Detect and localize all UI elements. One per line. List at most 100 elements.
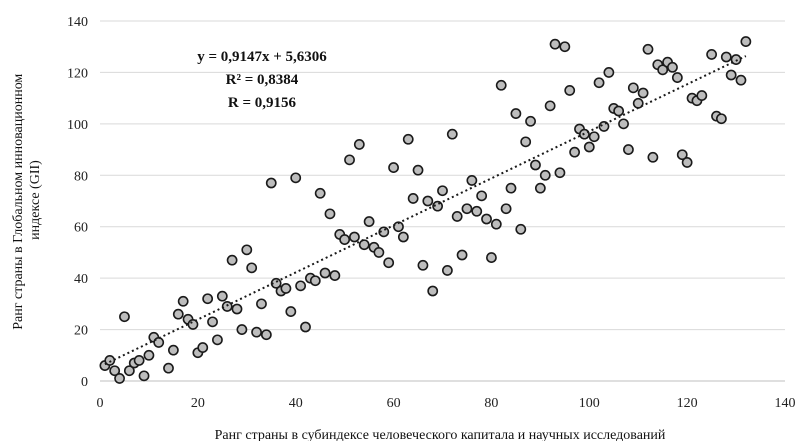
- data-point: [231, 303, 243, 315]
- data-point: [437, 185, 448, 197]
- x-tick-labels: 0 20 40 60 80 100 120 140: [97, 396, 796, 411]
- data-point: [446, 128, 458, 140]
- data-point: [172, 308, 184, 320]
- data-point: [583, 141, 595, 153]
- data-point: [466, 175, 478, 186]
- data-point: [280, 283, 292, 294]
- data-point: [373, 247, 385, 258]
- data-point: [730, 54, 742, 65]
- r-label: R = 0,9156: [228, 95, 297, 111]
- data-point: [623, 144, 634, 155]
- data-point: [236, 324, 248, 335]
- data-point: [295, 280, 307, 292]
- data-point: [667, 61, 678, 73]
- y-axis-label-line1: Ранг страны в Глобальном инновационном и…: [11, 70, 43, 330]
- data-point: [559, 41, 571, 53]
- data-point: [363, 216, 375, 227]
- data-point: [202, 293, 214, 305]
- data-point: [349, 231, 360, 243]
- data-point: [324, 208, 336, 220]
- data-point: [441, 265, 453, 276]
- data-point: [618, 118, 629, 130]
- data-point: [720, 51, 732, 63]
- x-tick-label: 140: [775, 396, 796, 411]
- data-point: [256, 298, 267, 310]
- data-point: [676, 149, 688, 161]
- data-point: [138, 370, 150, 382]
- data-point: [544, 100, 556, 112]
- data-point: [671, 72, 683, 83]
- data-point: [549, 38, 561, 50]
- y-tick-label: 60: [74, 221, 88, 236]
- x-tick-label: 20: [191, 396, 205, 411]
- data-point: [637, 87, 649, 99]
- data-point: [657, 64, 669, 76]
- data-point: [109, 365, 121, 377]
- data-point: [314, 187, 326, 199]
- data-point: [383, 257, 395, 269]
- data-point: [163, 362, 174, 374]
- data-point: [285, 306, 297, 317]
- data-point: [226, 254, 238, 266]
- data-point: [715, 113, 727, 125]
- y-tick-label: 40: [74, 272, 88, 287]
- y-tick-label: 20: [74, 324, 88, 339]
- data-point: [402, 133, 414, 145]
- data-point: [476, 190, 488, 202]
- data-point: [407, 193, 419, 204]
- data-point: [598, 121, 610, 132]
- data-point: [490, 218, 502, 230]
- y-tick-label: 80: [74, 169, 88, 184]
- data-point: [627, 82, 639, 94]
- data-point: [725, 69, 737, 81]
- data-point: [388, 162, 399, 173]
- data-point: [427, 285, 439, 297]
- data-point: [681, 157, 693, 168]
- data-point: [344, 154, 355, 166]
- x-tick-label: 120: [677, 396, 698, 411]
- data-point: [554, 167, 566, 179]
- y-tick-label: 140: [67, 15, 88, 30]
- data-point: [735, 74, 747, 86]
- data-point: [647, 151, 659, 163]
- data-point: [520, 136, 532, 148]
- data-point: [422, 195, 434, 207]
- data-point: [197, 342, 209, 353]
- data-point: [593, 77, 605, 89]
- data-point: [265, 177, 277, 189]
- data-point: [564, 85, 576, 96]
- x-tick-label: 100: [579, 396, 600, 411]
- data-point: [309, 275, 321, 287]
- data-point: [471, 205, 483, 217]
- data-point: [740, 36, 752, 47]
- data-point: [300, 321, 311, 333]
- data-point: [534, 182, 546, 194]
- data-point: [207, 316, 218, 328]
- data-point: [167, 344, 179, 356]
- data-point: [212, 334, 223, 346]
- x-tick-label: 80: [484, 396, 498, 411]
- data-point: [123, 365, 135, 377]
- x-axis-label: Ранг страны в субиндексе человеческого к…: [215, 428, 666, 441]
- data-point: [177, 295, 189, 307]
- data-point: [290, 172, 302, 184]
- data-point: [397, 231, 409, 243]
- data-point: [119, 311, 130, 323]
- data-point: [515, 223, 527, 235]
- trendline-equation: y = 0,9147x + 5,6306: [197, 49, 327, 65]
- data-point: [451, 211, 463, 222]
- r-squared-label: R² = 0,8384: [226, 72, 299, 88]
- data-point: [246, 262, 258, 274]
- data-point: [216, 290, 228, 302]
- data-point: [358, 239, 370, 251]
- data-point: [481, 213, 492, 225]
- data-point: [706, 49, 718, 60]
- data-point: [412, 164, 424, 176]
- data-point: [143, 349, 155, 361]
- x-tick-label: 40: [289, 396, 303, 411]
- data-point: [251, 326, 262, 338]
- data-point: [642, 43, 654, 55]
- data-point: [505, 182, 517, 194]
- x-tick-label: 0: [97, 396, 104, 411]
